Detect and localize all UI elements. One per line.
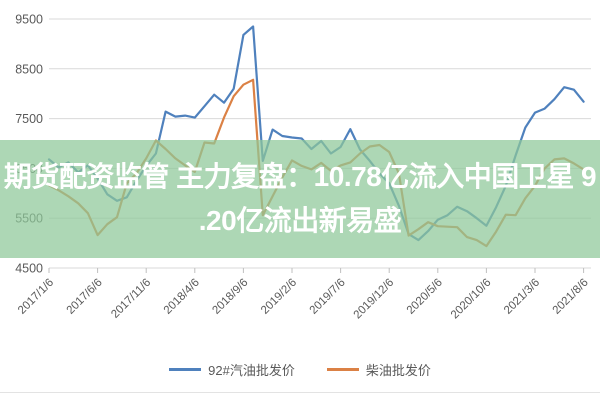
y-axis-label: 8500 <box>15 62 43 76</box>
bottom-divider <box>0 392 600 393</box>
headline-line2: .20亿流出新易盛 <box>198 205 402 236</box>
legend-item-gasoline: 92#汽油批发价 <box>169 360 295 379</box>
x-ticks-group <box>48 268 585 273</box>
y-axis-label: 4500 <box>15 262 43 276</box>
x-axis-label: 2017/1/6 <box>16 277 56 317</box>
x-axis-label: 2021/8/6 <box>551 277 591 317</box>
x-axis-label: 2019/12/6 <box>352 277 397 322</box>
x-axis-label: 2019/7/6 <box>308 277 348 317</box>
x-axis-label: 2021/3/6 <box>502 277 542 317</box>
x-axis-label: 2020/10/6 <box>449 277 494 322</box>
gasoline-legend-label: 92#汽油批发价 <box>208 362 295 378</box>
x-axis-label: 2019/2/6 <box>259 277 299 317</box>
legend: 92#汽油批发价 柴油批发价 <box>0 358 600 380</box>
diesel-line-swatch <box>326 367 359 371</box>
x-axis-label: 2018/9/6 <box>210 277 250 317</box>
y-axis-label: 7500 <box>15 112 43 126</box>
legend-item-diesel: 柴油批发价 <box>326 360 431 379</box>
x-axis-label: 2017/6/6 <box>65 277 105 317</box>
headline-line1: 期货配资监管 主力复盘：10.78亿流入中国卫星 9 <box>3 161 597 192</box>
x-axis-label: 2018/4/6 <box>162 277 202 317</box>
x-axis-labels-group: 2017/1/6 2017/6/6 2017/11/6 2018/4/6 2018/9/… <box>16 277 591 322</box>
x-axis-label: 2017/11/6 <box>109 277 153 321</box>
x-axis-label: 2020/5/6 <box>405 277 445 317</box>
diesel-legend-label: 柴油批发价 <box>365 362 431 378</box>
gasoline-line-swatch <box>169 367 202 371</box>
y-axis-label: 9500 <box>15 13 43 27</box>
headline-overlay: 期货配资监管 主力复盘：10.78亿流入中国卫星 9 .20亿流出新易盛 <box>0 140 600 258</box>
